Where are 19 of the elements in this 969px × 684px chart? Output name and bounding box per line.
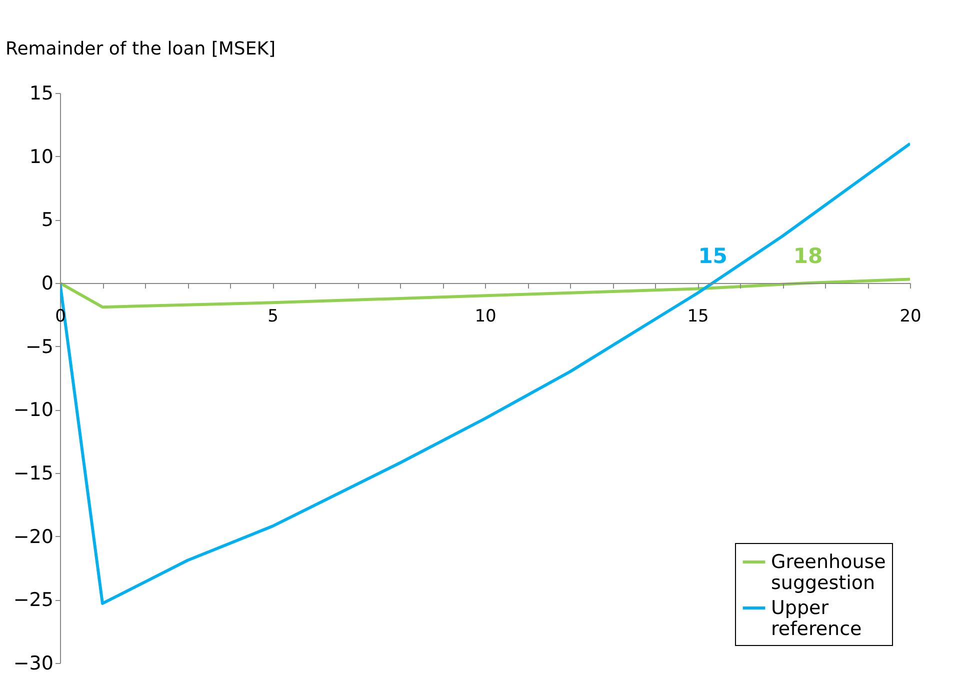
annotation: 18: [793, 244, 823, 268]
y-tick-label: −5: [25, 336, 54, 358]
y-tick-label: −25: [13, 589, 54, 612]
x-tick-label: 5: [268, 306, 278, 326]
y-tick-label: 5: [41, 209, 54, 232]
y-tick-label: −15: [13, 462, 54, 484]
y-tick-label: 15: [29, 82, 54, 104]
x-tick-label: 20: [900, 306, 922, 326]
x-tick-label: 10: [474, 306, 496, 326]
annotation: 15: [698, 244, 728, 268]
y-tick-label: −30: [13, 652, 54, 674]
y-axis-title: Remainder of the loan [MSEK]: [6, 38, 276, 60]
legend-label: Upper reference: [771, 597, 862, 640]
legend-label: Greenhouse suggestion: [771, 551, 886, 594]
y-tick-label: 0: [41, 272, 54, 294]
x-tick-label: 15: [687, 306, 709, 326]
y-tick-label: −20: [13, 526, 54, 548]
y-tick-label: 10: [29, 146, 54, 168]
y-tick-label: −10: [13, 399, 54, 422]
